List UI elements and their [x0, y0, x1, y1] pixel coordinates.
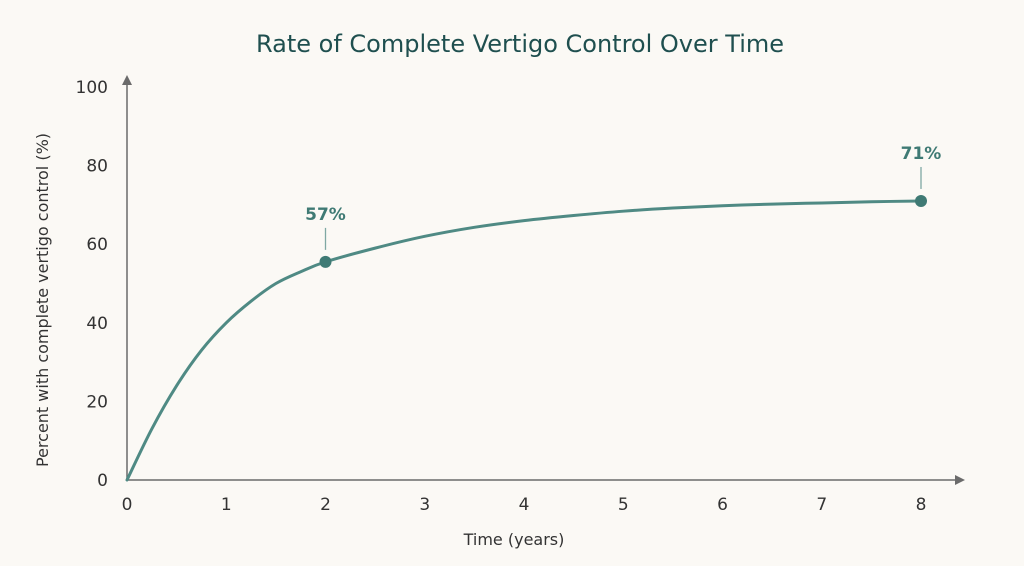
x-tick-label: 4: [519, 495, 530, 515]
x-tick-label: 1: [221, 495, 232, 515]
x-tick-label: 5: [618, 495, 629, 515]
y-tick-label: 0: [97, 471, 108, 491]
x-tick-label: 8: [916, 495, 927, 515]
annotations: 57% 71%: [305, 144, 941, 268]
chart-title: Rate of Complete Vertigo Control Over Ti…: [256, 30, 784, 58]
series-line-0: [125, 199, 923, 482]
x-axis-label: Time (years): [463, 530, 565, 549]
series-group: [125, 199, 923, 482]
x-tick-label: 0: [122, 495, 133, 515]
y-axis: 0 20 40 60 80 100: [76, 75, 132, 491]
y-tick-label: 60: [86, 235, 108, 255]
data-point-label: 71%: [901, 144, 942, 164]
x-tick-label: 6: [717, 495, 728, 515]
x-tick-label: 3: [419, 495, 430, 515]
y-axis-arrow: [122, 75, 132, 85]
y-tick-label: 100: [76, 78, 108, 98]
y-tick-label: 20: [86, 392, 108, 412]
data-point-label: 57%: [305, 205, 346, 225]
x-axis-arrow: [955, 475, 965, 485]
data-point-marker: [319, 255, 332, 268]
y-axis-label: Percent with complete vertigo control (%…: [33, 133, 52, 467]
x-axis: 0 1 2 3 4 5 6 7 8: [122, 475, 965, 515]
y-tick-label: 80: [86, 157, 108, 177]
x-tick-label: 7: [816, 495, 827, 515]
x-tick-label: 2: [320, 495, 331, 515]
y-tick-label: 40: [86, 314, 108, 334]
data-point-marker: [915, 194, 927, 207]
